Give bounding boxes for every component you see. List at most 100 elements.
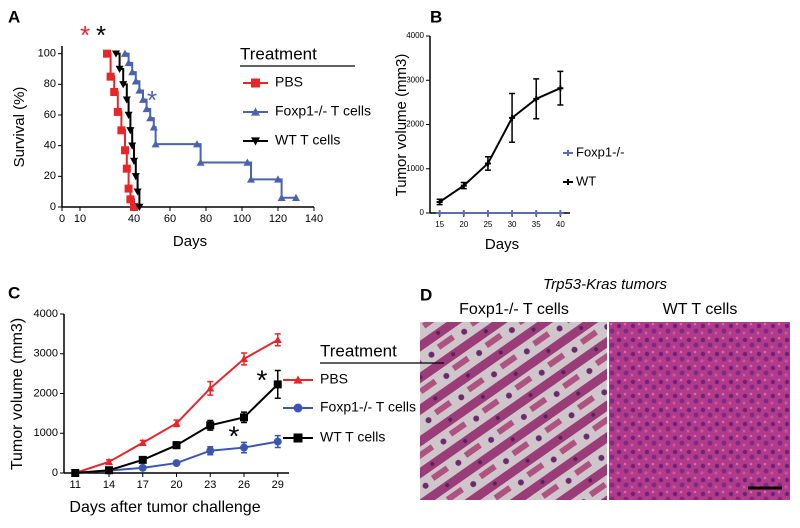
marker (131, 77, 140, 85)
x-tick-label: 10 (74, 213, 86, 225)
image-label: WT T cells (663, 301, 738, 318)
marker (193, 140, 201, 148)
marker (117, 126, 126, 135)
marker (292, 193, 300, 201)
marker (293, 375, 303, 384)
marker (128, 142, 137, 150)
marker (206, 421, 215, 430)
marker (138, 438, 147, 446)
legend-label: WT T cells (275, 132, 340, 148)
marker (130, 203, 138, 211)
y-tick-label: 20 (44, 170, 56, 182)
marker (172, 441, 181, 450)
annotation: * (96, 20, 106, 50)
marker (277, 193, 286, 201)
y-axis-label: Tumor volume (mm3) (393, 54, 410, 197)
marker (122, 164, 131, 173)
marker (484, 160, 491, 167)
marker (124, 111, 133, 119)
marker (139, 95, 147, 103)
marker (133, 188, 142, 196)
marker (240, 443, 248, 452)
marker (509, 114, 516, 121)
marker (115, 65, 124, 73)
y-tick-label: 1000 (34, 427, 58, 439)
marker (533, 210, 540, 216)
x-axis-label: Days after tumor challenge (69, 499, 260, 516)
histology-image (609, 322, 790, 500)
y-tick-label: 3000 (34, 348, 58, 360)
annotation: * (229, 420, 240, 451)
marker (172, 419, 181, 427)
y-axis-label: Tumor volume (mm3) (9, 318, 26, 470)
legend-label: Foxp1-/- T cells (320, 399, 416, 415)
x-tick-label: 23 (204, 479, 216, 491)
marker (122, 96, 131, 104)
y-tick-label: 2000 (406, 120, 424, 129)
x-tick-label: 26 (238, 479, 250, 491)
marker (138, 455, 147, 464)
legend-label: WT (576, 173, 596, 188)
marker (112, 50, 120, 58)
marker (460, 182, 467, 189)
marker (251, 78, 260, 88)
series-line (439, 87, 561, 203)
marker (240, 413, 248, 422)
marker (460, 210, 467, 216)
marker (103, 49, 111, 58)
legend-title: Treatment (320, 341, 397, 360)
x-axis-label: Days (485, 236, 519, 253)
marker (151, 140, 160, 148)
marker (206, 446, 215, 455)
image-label: Foxp1-/- T cells (459, 301, 569, 318)
y-tick-label: 40 (44, 140, 56, 152)
marker (436, 210, 443, 216)
x-tick-label: 40 (128, 213, 140, 225)
y-tick-label: 4000 (34, 308, 58, 320)
histology-image (420, 322, 607, 500)
marker (243, 158, 252, 166)
marker (105, 457, 113, 466)
y-tick-label: 1000 (406, 164, 424, 173)
marker (124, 58, 133, 67)
y-tick-label: 3000 (406, 75, 424, 84)
marker (484, 210, 491, 216)
series-line (125, 52, 296, 199)
marker (126, 127, 135, 135)
marker (172, 459, 181, 468)
marker (240, 354, 248, 363)
marker (251, 107, 260, 116)
marker (196, 158, 205, 166)
marker (557, 210, 564, 216)
marker (557, 85, 564, 92)
legend-label: PBS (275, 74, 303, 90)
x-tick-label: 35 (532, 220, 541, 229)
x-tick-label: 100 (233, 213, 251, 225)
legend-title: Treatment (240, 44, 317, 63)
annotation: * (257, 364, 268, 395)
x-tick-label: 14 (103, 479, 115, 491)
y-tick-label: 2000 (34, 387, 58, 399)
marker (273, 380, 282, 389)
marker (146, 114, 155, 122)
marker (273, 335, 282, 344)
x-tick-label: 17 (137, 479, 149, 491)
marker (533, 95, 540, 102)
x-tick-label: 60 (164, 213, 176, 225)
marker (206, 384, 215, 392)
marker (121, 146, 129, 155)
marker (142, 104, 151, 113)
x-tick-label: 30 (508, 220, 517, 229)
x-tick-label: 0 (59, 213, 65, 225)
y-tick-label: 60 (44, 109, 56, 121)
marker (113, 107, 122, 116)
panel-letter: D (420, 285, 432, 304)
y-tick-label: 0 (420, 208, 425, 217)
y-tick-label: 0 (50, 201, 56, 213)
marker (274, 175, 282, 183)
panel-letter: A (8, 7, 20, 26)
y-tick-label: 100 (38, 48, 56, 60)
panel-letter: B (430, 7, 442, 26)
marker (135, 203, 144, 211)
y-tick-label: 4000 (406, 31, 424, 40)
